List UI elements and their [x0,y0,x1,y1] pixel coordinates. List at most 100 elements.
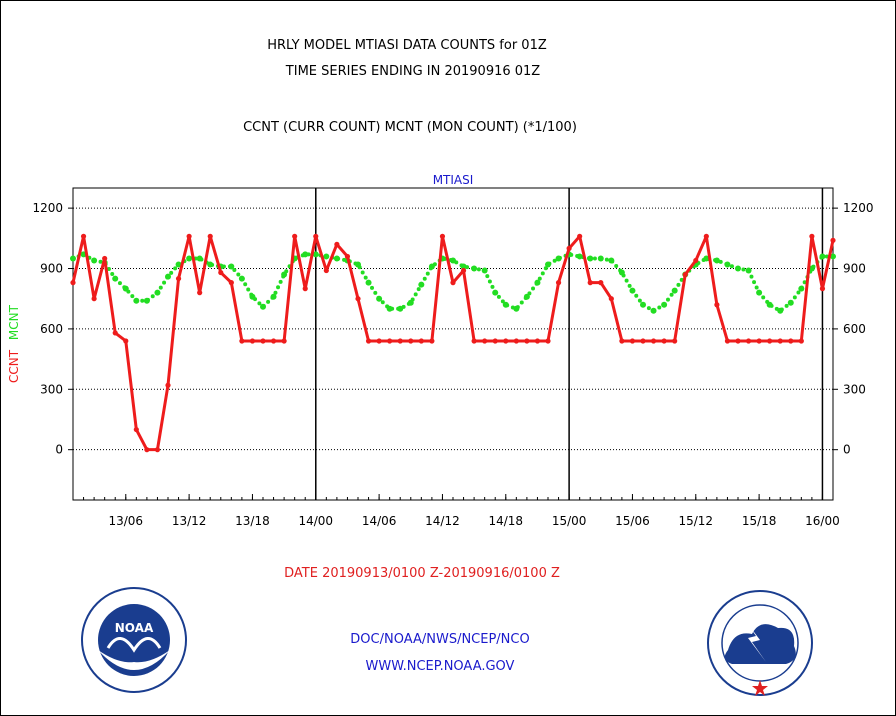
data-point-mcnt [640,301,646,308]
series-ccnt [70,233,836,453]
y-tick-label-right: 0 [843,443,851,457]
data-point-ccnt [524,338,530,344]
data-point-ccnt [123,338,129,344]
data-point-ccnt [249,338,256,344]
data-point-ccnt [555,280,562,286]
data-point-mcnt [260,303,266,310]
y-ticks-right: 0 300 600 900 1200 [833,201,874,457]
x-tick-label: 15/18 [742,514,777,528]
data-point-mcnt [365,279,372,286]
data-point-ccnt [650,338,657,344]
data-point-ccnt [608,296,614,302]
x-ticks: 13/06 13/12 13/18 14/00 14/06 14/12 14/18 15/00… [72,494,840,528]
data-point-ccnt [313,233,319,239]
data-point-mcnt [756,289,763,296]
data-point-ccnt [334,241,340,247]
y-tick-label-left: 300 [40,382,63,396]
data-point-ccnt [355,296,361,302]
data-point-ccnt [387,338,393,344]
data-point-ccnt [133,426,139,433]
x-tick-label: 14/06 [362,514,397,528]
data-point-ccnt [70,280,76,286]
data-point-ccnt [756,338,762,344]
data-point-mcnt [724,261,731,268]
data-point-ccnt [629,338,636,344]
data-point-mcnt [355,261,361,268]
data-point-mcnt [798,285,805,292]
data-point-ccnt [323,267,329,274]
data-point-mcnt [745,267,752,274]
data-point-mcnt [629,287,636,294]
chart-title-line2: TIME SERIES ENDING IN 20190916 01Z [285,64,541,79]
data-point-mcnt [735,265,741,272]
y-tick-label-left: 0 [55,443,63,457]
data-point-mcnt [830,253,836,260]
data-point-ccnt [798,338,804,344]
data-point-ccnt [640,338,646,344]
data-point-ccnt [186,233,192,239]
data-point-mcnt [576,253,583,260]
data-point-mcnt [186,255,193,262]
data-point-ccnt [165,382,171,388]
data-point-ccnt [91,296,97,302]
data-point-mcnt [608,257,615,264]
data-point-mcnt [618,269,625,276]
grid-lines [73,207,833,451]
y-label-ccnt: CCNT [7,349,21,383]
data-point-mcnt [386,305,393,312]
data-point-ccnt [102,255,108,262]
x-tick-label: 15/06 [615,514,650,528]
data-point-ccnt [809,233,815,239]
x-tick-label: 13/06 [108,514,143,528]
data-point-ccnt [281,338,287,344]
data-point-mcnt [112,275,119,282]
data-point-ccnt [429,338,435,344]
data-point-mcnt [492,289,499,296]
data-point-ccnt [587,280,593,286]
ncep-url-link[interactable]: WWW.NCEP.NOAA.GOV [365,659,515,674]
data-point-mcnt [471,265,478,272]
data-point-ccnt [376,338,382,344]
y-tick-label-right: 900 [843,262,866,276]
data-point-mcnt [513,305,520,312]
plot-title: MTIASI [433,173,474,187]
data-point-mcnt [70,255,76,262]
noaa-logo-text: NOAA [115,621,154,635]
data-point-mcnt [534,279,541,286]
data-point-mcnt [418,281,425,288]
data-point-mcnt [481,267,488,274]
data-point-mcnt [207,261,214,268]
y-tick-label-right: 1200 [843,201,874,215]
data-point-mcnt [545,261,551,268]
data-point-ccnt [228,280,234,286]
series-mcnt [70,251,836,314]
data-point-ccnt [682,271,688,278]
y-tick-label-left: 900 [40,262,63,276]
data-point-ccnt [397,338,403,344]
data-point-ccnt [239,338,245,344]
data-point-mcnt [650,307,657,314]
y-tick-label-left: 600 [40,322,63,336]
data-point-mcnt [228,263,235,270]
data-point-mcnt [281,271,288,278]
data-point-mcnt [523,293,530,300]
data-point-ccnt [503,338,509,344]
data-point-ccnt [207,233,213,239]
y-label-mcnt: MCNT [7,304,21,340]
x-tick-label: 16/00 [805,514,840,528]
data-point-ccnt [471,338,477,344]
data-point-mcnt [597,255,604,262]
x-tick-label: 15/00 [552,514,587,528]
data-point-mcnt [460,263,467,270]
data-point-ccnt [724,338,731,344]
nws-logo-icon [707,590,813,696]
data-point-ccnt [767,338,773,344]
data-point-mcnt [819,253,826,260]
data-point-mcnt [165,273,171,280]
data-point-mcnt [397,305,404,312]
data-point-ccnt [693,257,699,264]
data-point-mcnt [270,293,277,300]
x-tick-label: 14/18 [488,514,523,528]
data-point-mcnt [376,295,383,302]
